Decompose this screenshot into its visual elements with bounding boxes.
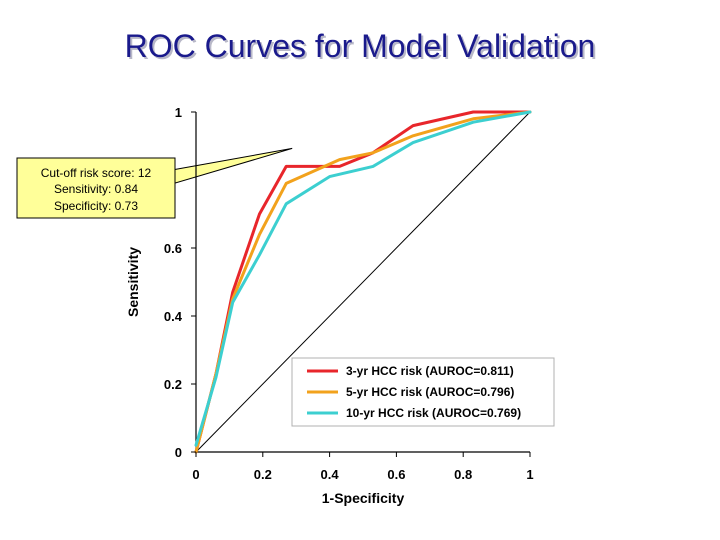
series-group	[194, 110, 532, 454]
legend-label-2: 10-yr HCC risk (AUROC=0.769)	[346, 406, 521, 420]
y-tick-label: 0.4	[164, 309, 183, 324]
reference-line-group	[195, 111, 531, 453]
legend-label-0: 3-yr HCC risk (AUROC=0.811)	[346, 364, 514, 378]
callout-pointer	[171, 147, 293, 185]
y-ticks-group: 0 0.2 0.4 0.6 1	[164, 105, 196, 460]
legend-label-1: 5-yr HCC risk (AUROC=0.796)	[346, 385, 514, 399]
x-axis-label: 1-Specificity	[322, 490, 405, 506]
reference-diagonal	[195, 111, 531, 453]
x-tick-label: 0.4	[321, 467, 340, 482]
x-tick-label: 0.6	[387, 467, 405, 482]
x-tick-label: 0.2	[254, 467, 272, 482]
callout-box	[16, 157, 176, 219]
y-axis-label: Sensitivity	[125, 247, 141, 317]
y-tick-label: 0.6	[164, 241, 182, 256]
x-tick-label: 0	[192, 467, 199, 482]
slide-title: ROC Curves for Model Validation	[124, 28, 596, 64]
x-tick-label: 0.8	[454, 467, 472, 482]
callout-line-cutoff: Cut-off risk score: 12	[41, 166, 152, 180]
y-tick-label: 1	[175, 105, 182, 120]
x-ticks-group: 0 0.2 0.4 0.6 0.8 1	[192, 452, 534, 482]
callout-line-sensitivity: Sensitivity: 0.84	[54, 182, 138, 196]
y-tick-label: 0	[175, 445, 182, 460]
series-line-2	[194, 110, 532, 447]
callout-line-specificity: Specificity: 0.73	[54, 199, 138, 213]
y-tick-label: 0.2	[164, 377, 182, 392]
legend: 3-yr HCC risk (AUROC=0.811) 5-yr HCC risk…	[307, 364, 521, 420]
x-tick-label: 1	[526, 467, 533, 482]
